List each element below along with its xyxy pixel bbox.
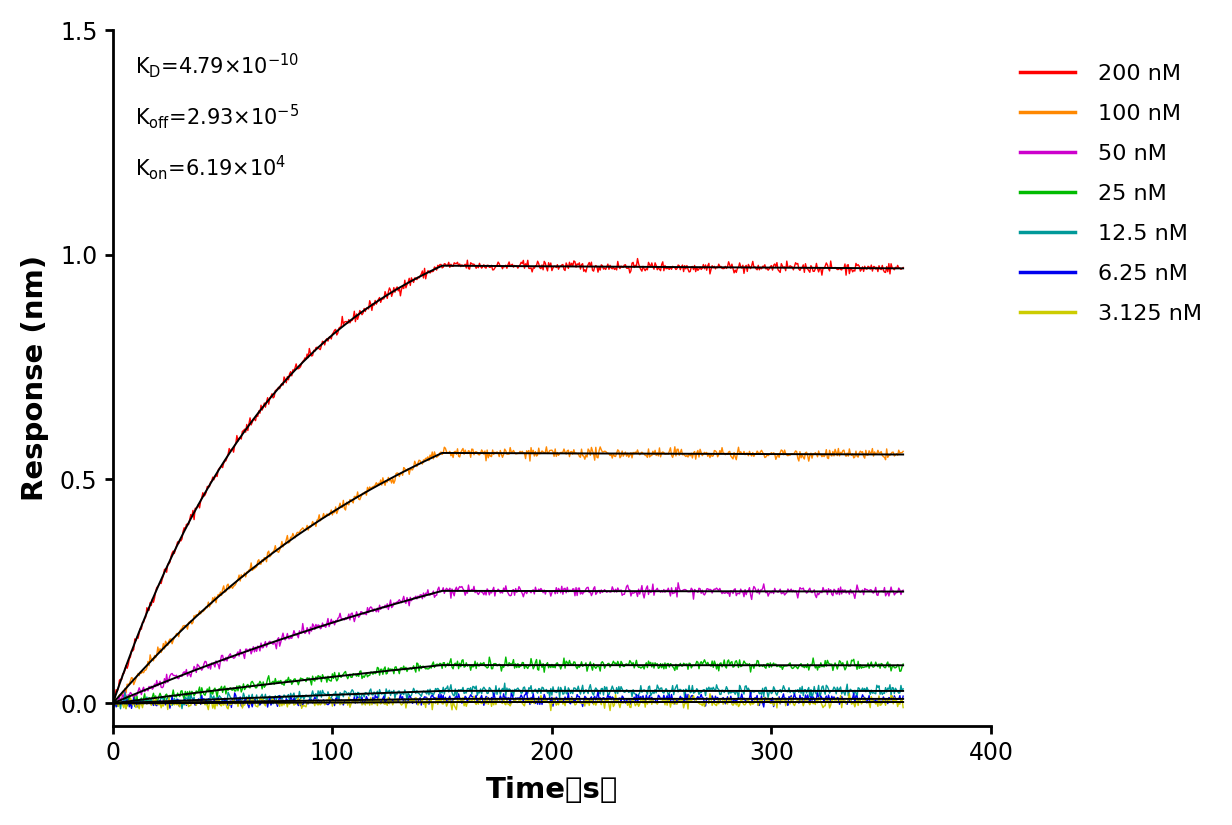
Text: K$_\mathregular{D}$=4.79×10$^{-10}$
K$_\mathregular{off}$=2.93×10$^{-5}$
K$_\mat: K$_\mathregular{D}$=4.79×10$^{-10}$ K$_\…	[134, 51, 299, 182]
X-axis label: Time（s）: Time（s）	[485, 776, 618, 804]
Y-axis label: Response (nm): Response (nm)	[21, 255, 49, 501]
Legend: 200 nM, 100 nM, 50 nM, 25 nM, 12.5 nM, 6.25 nM, 3.125 nM: 200 nM, 100 nM, 50 nM, 25 nM, 12.5 nM, 6…	[1010, 55, 1210, 333]
